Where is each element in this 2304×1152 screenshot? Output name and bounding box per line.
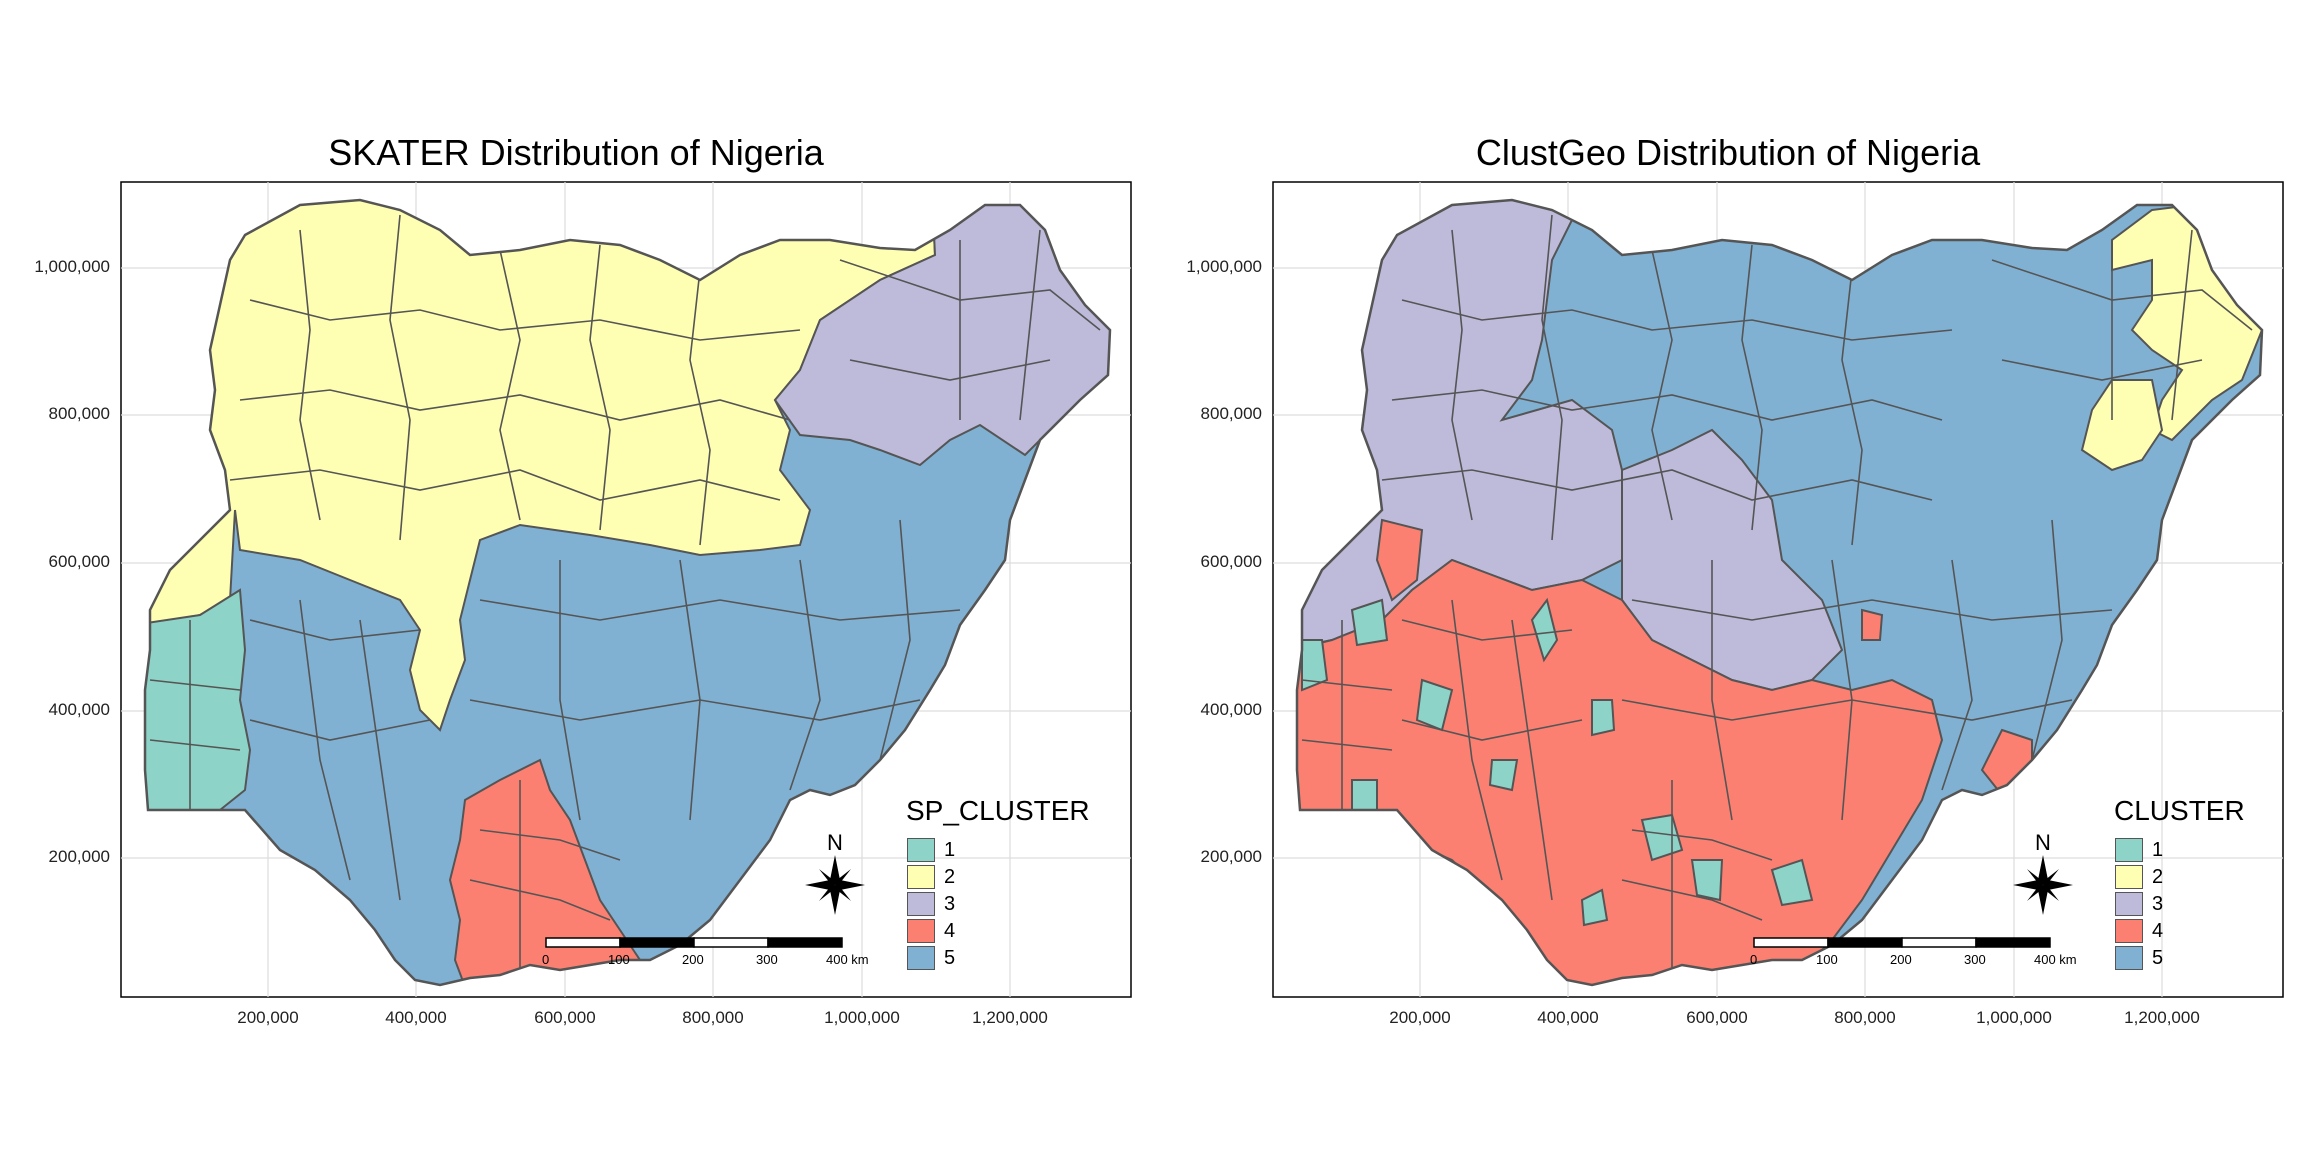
x-tick-label: 400,000 [1537,1008,1599,1027]
cluster-1-region [1301,639,1329,692]
north-arrow [805,855,865,915]
y-tick-label: 400,000 [48,700,110,719]
legend-key-2 [907,865,935,889]
scale-label: 0 [1750,952,1758,967]
legend-key-5 [907,946,935,970]
cluster-1-region [1770,858,1814,907]
x-tick-label: 600,000 [534,1008,596,1027]
cluster-1-region [1530,597,1559,663]
legend-key-1 [2115,838,2143,862]
y-tick-label: 400,000 [1200,700,1262,719]
scale-label: 400 km [2034,952,2077,967]
y-tick-label: 1,000,000 [34,257,110,276]
cluster-2-region [2080,379,2164,472]
nigeria-outline [143,198,1112,987]
cluster-1-region [1350,598,1389,647]
cluster-1-region [1580,888,1609,927]
scale-label: 300 [1964,952,1986,967]
clustgeo-map-panel: ClustGeo Distribution of Nigeria 1,000,0… [1152,0,2304,1152]
legend-key-2 [2115,865,2143,889]
cluster-4-region [1861,608,1884,641]
x-tick-label: 1,200,000 [972,1008,1048,1027]
scale-label: 100 [1816,952,1838,967]
y-tick-label: 800,000 [1200,404,1262,423]
nigeria-outline [1295,198,2264,987]
scale-label: 100 [608,952,630,967]
legend-label: 2 [2152,866,2164,888]
north-label: N [827,830,843,855]
north-arrow [2013,855,2073,915]
legend-label: 1 [944,839,956,861]
legend-label: 2 [944,866,956,888]
legend-title: SP_CLUSTER [906,795,1090,826]
cluster-1-region [1690,859,1724,902]
legend-label: 4 [944,920,956,942]
legend-key-3 [2115,892,2143,916]
scale-label: 200 [1890,952,1912,967]
legend-label: 1 [2152,839,2164,861]
y-tick-label: 600,000 [1200,552,1262,571]
legend-label: 5 [2152,947,2164,969]
legend-label: 3 [944,893,956,915]
x-tick-label: 1,000,000 [1976,1008,2052,1027]
x-tick-label: 400,000 [385,1008,447,1027]
y-tick-label: 600,000 [48,552,110,571]
x-tick-label: 200,000 [237,1008,299,1027]
x-tick-label: 800,000 [1834,1008,1896,1027]
legend-key-5 [2115,946,2143,970]
legend-label: 5 [944,947,956,969]
north-label: N [2035,830,2051,855]
y-tick-label: 800,000 [48,404,110,423]
skater-map-panel: SKATER Distribution of Nigeria 1,000,000… [34,132,1132,1027]
map-title: ClustGeo Distribution of Nigeria [1475,132,1981,173]
x-tick-label: 1,000,000 [824,1008,900,1027]
scale-label: 300 [756,952,778,967]
x-tick-label: 800,000 [682,1008,744,1027]
cluster-1-region [1488,759,1519,792]
y-tick-label: 1,000,000 [1186,257,1262,276]
cluster-1-region [1351,779,1378,811]
lga-boundaries [1301,214,2253,985]
x-tick-label: 200,000 [1389,1008,1451,1027]
legend-key-3 [907,892,935,916]
x-tick-label: 600,000 [1686,1008,1748,1027]
scale-label: 400 km [826,952,869,967]
lga-boundaries [149,214,1101,985]
skater-map-svg [120,181,1132,998]
legend-label: 3 [2152,893,2164,915]
legend-key-4 [907,919,935,943]
legend-key-1 [907,838,935,862]
y-tick-label: 200,000 [1200,847,1262,866]
clustgeo-map-svg [1272,181,2284,998]
cluster-1-region [1591,699,1616,737]
y-tick-label: 200,000 [48,847,110,866]
scale-bar [1753,937,2051,948]
map-title: SKATER Distribution of Nigeria [328,132,824,173]
legend-key-4 [2115,919,2143,943]
cluster-4-region [1375,518,1424,602]
legend-label: 4 [2152,920,2164,942]
scale-label: 200 [682,952,704,967]
scale-bar [545,937,843,948]
x-tick-label: 1,200,000 [2124,1008,2200,1027]
legend-title: CLUSTER [2114,795,2245,826]
scale-label: 0 [542,952,550,967]
